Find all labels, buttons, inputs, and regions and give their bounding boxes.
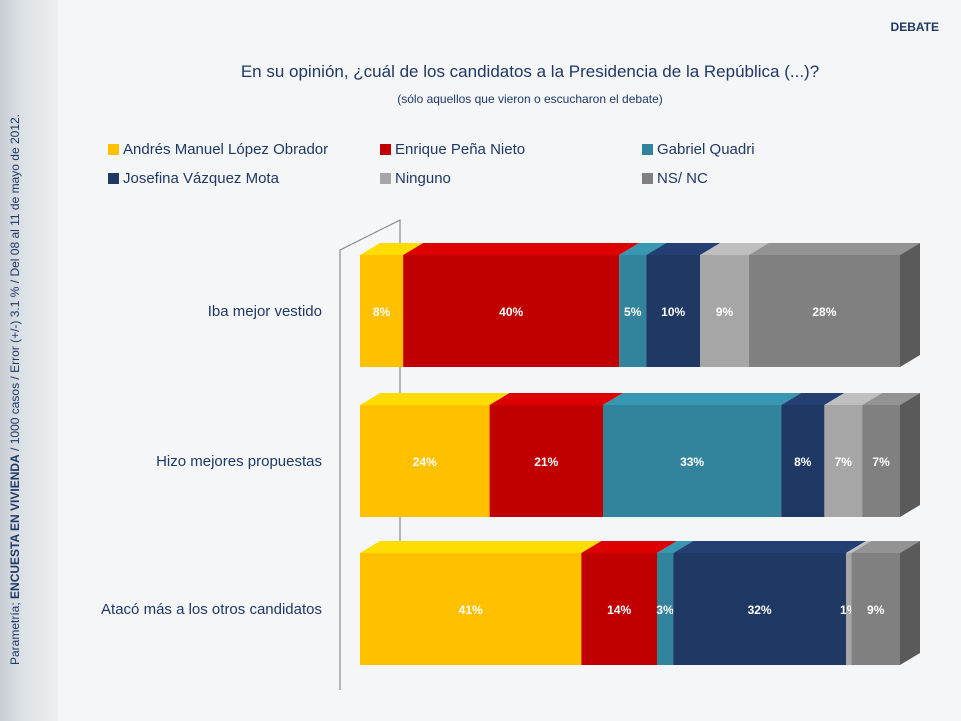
- legend-label: Ninguno: [395, 170, 451, 187]
- data-label: 8%: [373, 305, 391, 319]
- legend-label: Gabriel Quadri: [657, 141, 755, 158]
- legend-item: Josefina Vázquez Mota: [108, 170, 380, 187]
- legend-item: Enrique Peña Nieto: [380, 141, 642, 158]
- bar-segment: [781, 405, 825, 517]
- legend-swatch: [380, 173, 391, 184]
- bar-side: [900, 243, 920, 367]
- data-label: 32%: [748, 603, 772, 617]
- bar-segment: [403, 255, 620, 367]
- side-decoration: [0, 0, 58, 721]
- bar-top: [489, 393, 623, 405]
- data-label: 41%: [459, 603, 483, 617]
- data-label: 28%: [812, 305, 836, 319]
- data-label: 40%: [499, 305, 523, 319]
- legend-item: Ninguno: [380, 170, 642, 187]
- bar-segment: [748, 255, 900, 367]
- legend-swatch: [108, 173, 119, 184]
- bar-side: [900, 541, 920, 665]
- data-label: 10%: [661, 305, 685, 319]
- bar-segment: [489, 405, 603, 517]
- data-label: 7%: [835, 455, 853, 469]
- bar-segment: [646, 255, 701, 367]
- legend-swatch: [642, 144, 653, 155]
- category-label: Iba mejor vestido: [208, 303, 322, 320]
- legend-swatch: [380, 144, 391, 155]
- bar-top: [360, 541, 602, 553]
- data-label: 8%: [794, 455, 812, 469]
- legend-label: Josefina Vázquez Mota: [123, 170, 279, 187]
- bar-segment: [360, 405, 490, 517]
- bar-segment: [360, 553, 582, 665]
- category-label: Atacó más a los otros candidatos: [101, 601, 322, 618]
- data-label: 24%: [413, 455, 437, 469]
- legend-item: Andrés Manuel López Obrador: [108, 141, 380, 158]
- bar-segment: [851, 553, 900, 665]
- legend-item: Gabriel Quadri: [642, 141, 828, 158]
- legend: Andrés Manuel López Obrador Enrique Peña …: [108, 141, 828, 187]
- bar-top: [700, 243, 769, 255]
- data-label: 9%: [867, 603, 885, 617]
- legend-swatch: [642, 173, 653, 184]
- bar-top: [403, 243, 640, 255]
- bar-top: [360, 393, 510, 405]
- bar-segment: [673, 553, 846, 665]
- section-tag: DEBATE: [890, 20, 939, 34]
- data-label: 14%: [607, 603, 631, 617]
- category-label: Hizo mejores propuestas: [156, 453, 322, 470]
- legend-swatch: [108, 144, 119, 155]
- chart-title: En su opinión, ¿cuál de los candidatos a…: [240, 62, 820, 81]
- bar-top: [603, 393, 802, 405]
- bar-top: [748, 243, 920, 255]
- bar-segment: [619, 255, 647, 367]
- bar-top: [581, 541, 677, 553]
- bar-segment: [603, 405, 782, 517]
- bar-segment: [700, 255, 749, 367]
- bar-segment: [846, 553, 852, 665]
- data-label: 9%: [716, 305, 734, 319]
- bar-top: [781, 393, 845, 405]
- data-label: 3%: [656, 603, 674, 617]
- bar-segment: [657, 553, 674, 665]
- bar-segment: [360, 255, 404, 367]
- chart-subtitle: (sólo aquellos que vieron o escucharon e…: [397, 92, 663, 106]
- bar-top: [657, 541, 694, 553]
- bar-top: [619, 243, 667, 255]
- data-label: 5%: [624, 305, 642, 319]
- bar-segment: [581, 553, 657, 665]
- bar-top: [846, 541, 872, 553]
- legend-label: Andrés Manuel López Obrador: [123, 141, 329, 158]
- bar-top: [862, 393, 920, 405]
- bar-segment: [862, 405, 900, 517]
- data-label: 7%: [872, 455, 890, 469]
- bar-segment: [824, 405, 863, 517]
- legend-label: Enrique Peña Nieto: [395, 141, 526, 158]
- bar-top: [673, 541, 866, 553]
- data-label: 21%: [534, 455, 558, 469]
- legend-label: NS/ NC: [657, 170, 708, 187]
- legend-item: NS/ NC: [642, 170, 828, 187]
- bar-side: [900, 393, 920, 517]
- bar-top: [646, 243, 721, 255]
- bar-top: [851, 541, 920, 553]
- bar-top: [824, 393, 883, 405]
- data-label: 33%: [680, 455, 704, 469]
- bar-top: [360, 243, 424, 255]
